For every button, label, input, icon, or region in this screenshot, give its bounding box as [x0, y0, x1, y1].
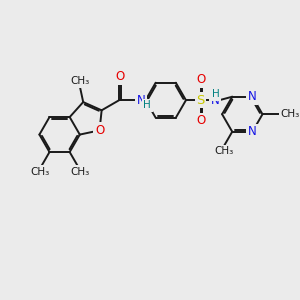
Text: CH₃: CH₃ [214, 146, 233, 156]
Text: CH₃: CH₃ [30, 167, 49, 177]
Text: H: H [143, 100, 151, 110]
Text: CH₃: CH₃ [70, 76, 89, 86]
Text: O: O [196, 73, 206, 86]
Text: O: O [95, 124, 104, 137]
Text: N: N [137, 94, 146, 107]
Text: N: N [211, 94, 220, 107]
Text: CH₃: CH₃ [281, 109, 300, 119]
Text: S: S [196, 94, 205, 107]
Text: N: N [248, 125, 257, 138]
Text: CH₃: CH₃ [70, 167, 89, 177]
Text: O: O [115, 70, 124, 83]
Text: H: H [212, 89, 220, 99]
Text: O: O [196, 115, 206, 128]
Text: N: N [248, 90, 257, 103]
